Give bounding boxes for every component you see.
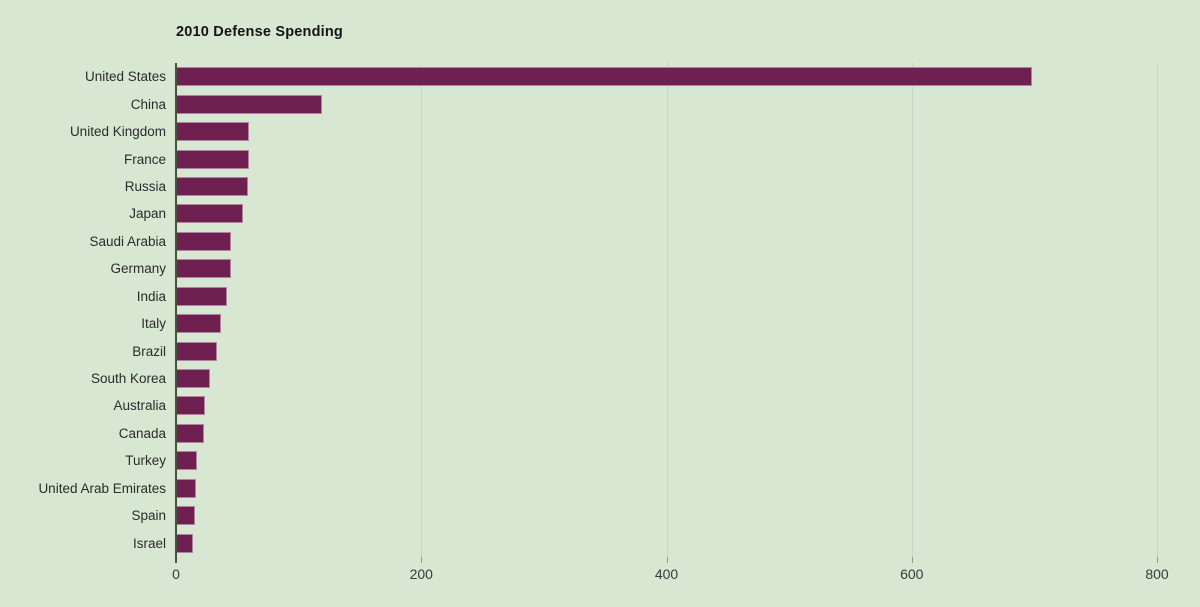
y-label-row: Japan xyxy=(0,200,166,227)
bar-saudi-arabia xyxy=(176,231,232,251)
y-label-row: Turkey xyxy=(0,447,166,474)
x-tick-label: 400 xyxy=(654,566,679,582)
y-axis-line xyxy=(175,63,177,563)
y-axis-label: India xyxy=(136,288,166,304)
y-label-row: Spain xyxy=(0,502,166,529)
bar-row xyxy=(176,502,1157,529)
bar-row xyxy=(176,447,1157,474)
bar-row xyxy=(176,475,1157,502)
bar-row xyxy=(176,145,1157,172)
bar-united-kingdom xyxy=(176,122,250,142)
y-axis-label: Japan xyxy=(129,206,166,222)
y-axis-label: South Korea xyxy=(90,371,166,387)
bar-united-states xyxy=(176,67,1032,87)
gridline-400 xyxy=(666,63,668,557)
y-axis-label: Israel xyxy=(132,535,166,551)
bar-united-arab-emirates xyxy=(176,478,196,498)
bar-india xyxy=(176,286,227,306)
bar-china xyxy=(176,94,322,114)
y-axis-label: Spain xyxy=(131,508,166,524)
gridline-200 xyxy=(421,63,423,557)
y-axis-label: Italy xyxy=(141,316,166,332)
bar-canada xyxy=(176,423,204,443)
bar-south-korea xyxy=(176,369,210,389)
bar-row xyxy=(176,200,1157,227)
y-label-row: Italy xyxy=(0,310,166,337)
y-label-row: China xyxy=(0,90,166,117)
chart-title: 2010 Defense Spending xyxy=(176,24,343,40)
bar-spain xyxy=(176,506,195,526)
bar-germany xyxy=(176,259,232,279)
bar-israel xyxy=(176,533,193,553)
bar-row xyxy=(176,90,1157,117)
bar-row xyxy=(176,529,1157,556)
y-axis-label: Turkey xyxy=(125,453,166,469)
bar-row xyxy=(176,63,1157,90)
y-label-row: Saudi Arabia xyxy=(0,228,166,255)
bar-japan xyxy=(176,204,243,224)
y-label-row: South Korea xyxy=(0,365,166,392)
bar-row xyxy=(176,337,1157,364)
y-label-row: France xyxy=(0,145,166,172)
bar-row xyxy=(176,118,1157,145)
bar-row xyxy=(176,420,1157,447)
x-tick-mark-400 xyxy=(666,557,668,563)
y-axis-label: France xyxy=(123,151,166,167)
y-label-row: Israel xyxy=(0,529,166,556)
plot-area xyxy=(175,63,1158,563)
x-tick-mark-600 xyxy=(911,557,913,563)
bar-row xyxy=(176,255,1157,282)
y-label-row: United Arab Emirates xyxy=(0,475,166,502)
bar-row xyxy=(176,365,1157,392)
y-label-row: Australia xyxy=(0,392,166,419)
bar-russia xyxy=(176,176,248,196)
x-tick-label: 0 xyxy=(172,566,180,582)
x-tick-mark-200 xyxy=(421,557,423,563)
y-axis-labels: United States China United Kingdom France Ru… xyxy=(0,63,166,557)
y-label-row: Brazil xyxy=(0,337,166,364)
y-axis-label: China xyxy=(130,96,166,112)
bar-italy xyxy=(176,314,222,334)
bar-australia xyxy=(176,396,206,416)
bar-brazil xyxy=(176,341,218,361)
bar-row xyxy=(176,228,1157,255)
y-label-row: Russia xyxy=(0,173,166,200)
bar-series xyxy=(176,63,1157,557)
y-axis-label: United Arab Emirates xyxy=(38,480,166,496)
x-tick-mark-800 xyxy=(1157,557,1158,563)
y-label-row: United States xyxy=(0,63,166,90)
bar-row xyxy=(176,310,1157,337)
bar-turkey xyxy=(176,451,198,471)
y-axis-label: Russia xyxy=(124,178,166,194)
y-label-row: Canada xyxy=(0,420,166,447)
y-axis-label: United Kingdom xyxy=(69,124,166,140)
y-axis-label: Saudi Arabia xyxy=(89,233,166,249)
gridline-600 xyxy=(911,63,913,557)
y-axis-label: Germany xyxy=(110,261,166,277)
bar-row xyxy=(176,283,1157,310)
y-label-row: India xyxy=(0,283,166,310)
x-tick-label: 200 xyxy=(409,566,433,582)
y-axis-label: Canada xyxy=(118,425,166,441)
gridline-800 xyxy=(1157,63,1158,557)
y-label-row: United Kingdom xyxy=(0,118,166,145)
y-label-row: Germany xyxy=(0,255,166,282)
bar-row xyxy=(176,392,1157,419)
y-axis-label: Brazil xyxy=(132,343,166,359)
y-axis-label: Australia xyxy=(113,398,166,414)
y-axis-label: United States xyxy=(84,69,166,85)
bar-row xyxy=(176,173,1157,200)
x-tick-label: 600 xyxy=(900,566,924,582)
x-tick-label: 800 xyxy=(1145,566,1169,582)
bar-france xyxy=(176,149,249,169)
